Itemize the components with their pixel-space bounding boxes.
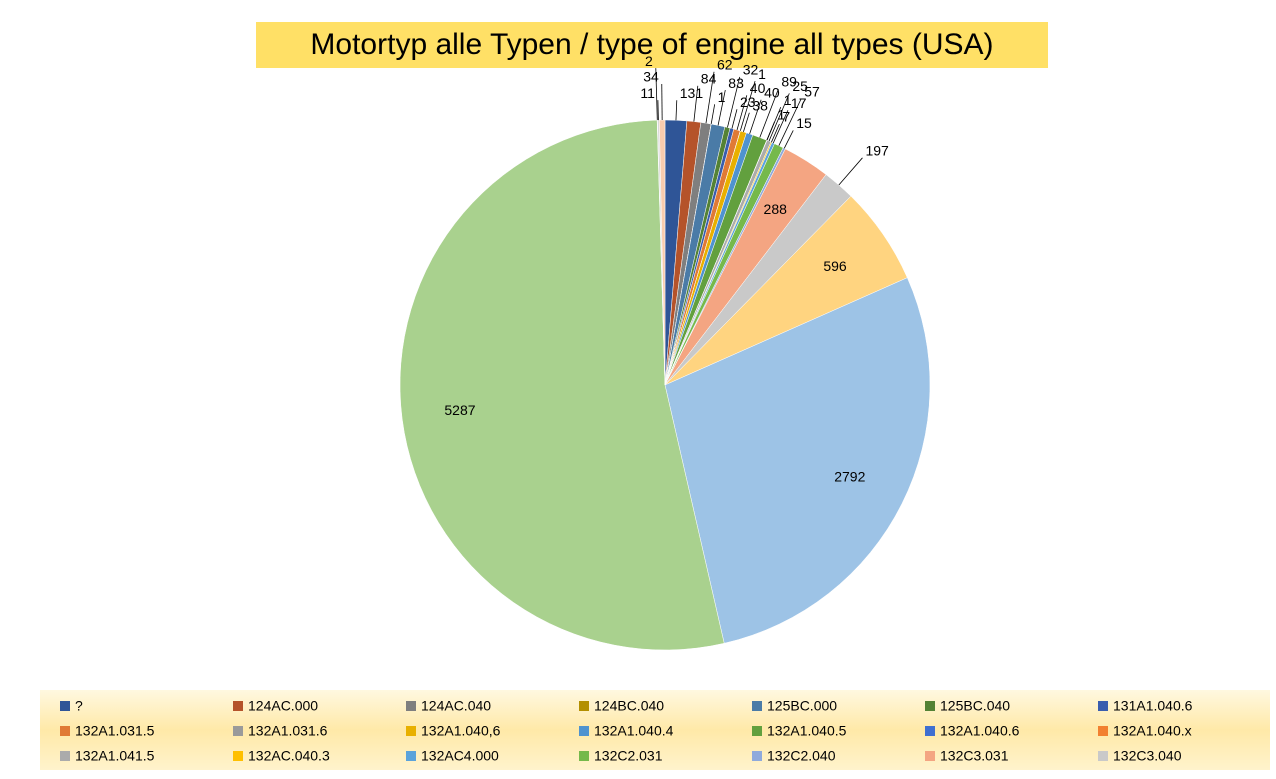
data-label: 2 xyxy=(645,53,653,69)
data-label: 57 xyxy=(804,83,820,99)
data-label: 5287 xyxy=(444,402,475,418)
data-label: 32 xyxy=(743,62,759,78)
legend-swatch xyxy=(1098,751,1108,761)
data-label: 11 xyxy=(640,85,655,101)
legend-label: 132A1.040.x xyxy=(1113,723,1192,739)
legend-swatch xyxy=(233,751,243,761)
legend-swatch xyxy=(60,701,70,711)
legend-swatch xyxy=(406,701,416,711)
legend-swatch xyxy=(233,726,243,736)
legend-swatch xyxy=(925,701,935,711)
legend-swatch xyxy=(579,726,589,736)
leader-line xyxy=(783,130,794,149)
data-label: 62 xyxy=(717,57,733,73)
leader-line xyxy=(768,93,790,142)
legend-swatch xyxy=(406,751,416,761)
leader-line xyxy=(778,98,802,146)
data-label: 15 xyxy=(796,115,812,131)
legend-swatch xyxy=(752,751,762,761)
leader-line xyxy=(705,71,715,124)
data-label: 2792 xyxy=(834,468,865,484)
legend-label: 132C2.040 xyxy=(767,748,836,764)
legend-label: 132AC4.000 xyxy=(421,748,499,764)
leader-line xyxy=(736,95,748,131)
pie-slice xyxy=(664,277,931,644)
leader-line xyxy=(759,88,779,138)
legend-label: 132A1.040.6 xyxy=(940,723,1020,739)
legend-swatch xyxy=(752,726,762,736)
data-label: 40 xyxy=(764,84,780,100)
legend-swatch xyxy=(60,751,70,761)
legend-swatch xyxy=(60,726,70,736)
pie-slice xyxy=(399,119,725,651)
legend-swatch xyxy=(579,701,589,711)
leader-line xyxy=(766,107,782,141)
legend-label: 124BC.040 xyxy=(594,698,664,714)
data-label: 34 xyxy=(643,69,659,85)
leader-line xyxy=(731,109,738,129)
leader-line xyxy=(675,100,678,121)
data-label: 1 xyxy=(777,107,785,123)
legend-swatch xyxy=(1098,701,1108,711)
data-label: 197 xyxy=(865,143,889,159)
chart-title: Motortyp alle Typen / type of engine all… xyxy=(310,28,993,61)
data-label: 83 xyxy=(728,75,744,91)
data-label: 1 xyxy=(758,66,766,82)
legend-label: ? xyxy=(75,698,83,714)
leader-line xyxy=(771,123,780,143)
legend-label: 132A1.040.4 xyxy=(594,723,674,739)
legend-swatch xyxy=(233,701,243,711)
data-label: 131 xyxy=(680,85,704,101)
data-label: 288 xyxy=(764,201,788,217)
data-label: 1 xyxy=(784,92,792,108)
legend-swatch xyxy=(752,701,762,711)
data-label: 40 xyxy=(750,80,766,96)
leader-line xyxy=(710,104,716,125)
data-label: 596 xyxy=(823,258,847,274)
legend-label: 132C3.031 xyxy=(940,748,1009,764)
legend-label: 132A1.031.5 xyxy=(75,723,155,739)
legend-label: 125BC.000 xyxy=(767,698,837,714)
data-label: 7 xyxy=(782,109,790,125)
legend-box xyxy=(40,690,1270,770)
leader-line xyxy=(772,110,789,144)
leader-line xyxy=(743,112,750,132)
leader-line xyxy=(655,68,658,121)
legend-swatch xyxy=(579,751,589,761)
data-label: 38 xyxy=(752,97,768,113)
data-label: 25 xyxy=(792,78,808,94)
data-label: 89 xyxy=(781,74,797,90)
leader-line xyxy=(693,85,699,122)
leader-line xyxy=(838,157,863,186)
legend-label: 124AC.040 xyxy=(421,698,491,714)
legend-swatch xyxy=(1098,726,1108,736)
legend-swatch xyxy=(925,751,935,761)
leader-line xyxy=(717,90,726,126)
legend-label: 132C3.040 xyxy=(1113,748,1182,764)
legend-label: 132C2.031 xyxy=(594,748,663,764)
leader-line xyxy=(727,76,741,128)
legend-label: 125BC.040 xyxy=(940,698,1010,714)
legend-swatch xyxy=(406,726,416,736)
legend-label: 132AC.040.3 xyxy=(248,748,330,764)
legend-label: 131A1.040.6 xyxy=(1113,698,1193,714)
leader-line xyxy=(749,99,762,135)
legend-swatch xyxy=(925,726,935,736)
legend-label: 132A1.041.5 xyxy=(75,748,155,764)
data-label: 1 xyxy=(718,89,726,105)
leader-line xyxy=(739,80,756,132)
legend-label: 132A1.040,6 xyxy=(421,723,501,739)
legend-label: 132A1.040.5 xyxy=(767,723,847,739)
legend-label: 124AC.000 xyxy=(248,698,318,714)
title-box xyxy=(256,22,1048,68)
legend-label: 132A1.031.6 xyxy=(248,723,328,739)
